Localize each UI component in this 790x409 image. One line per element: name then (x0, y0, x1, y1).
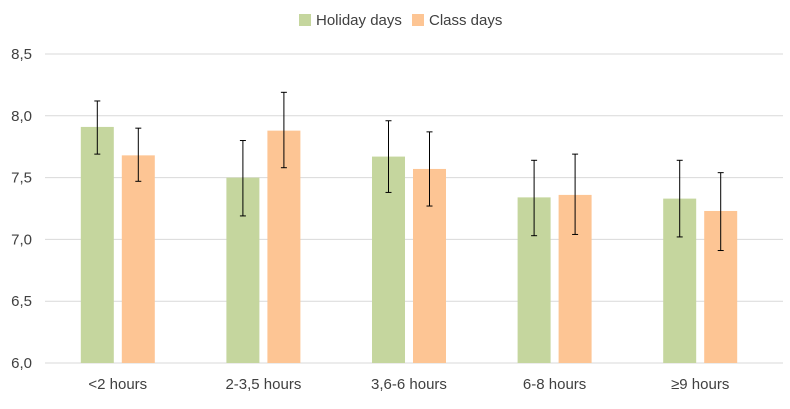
x-category-label: <2 hours (88, 376, 147, 393)
x-category-label: 3,6-6 hours (371, 376, 447, 393)
y-tick-label: 8,5 (11, 46, 32, 63)
x-category-label: 2-3,5 hours (225, 376, 301, 393)
legend-swatch (412, 14, 424, 26)
y-tick-label: 7,5 (11, 170, 32, 187)
y-tick-label: 6,5 (11, 293, 32, 310)
x-axis-categories: <2 hours 2-3,5 hours 3,6-6 hours 6-8 hours ≥… (88, 376, 729, 393)
x-category-label: 6-8 hours (523, 376, 586, 393)
legend-swatch (299, 14, 311, 26)
legend-item-holiday-days: Holiday days (299, 12, 402, 29)
legend: Holiday days Class days (299, 12, 502, 29)
legend-label: Class days (429, 12, 502, 29)
y-tick-label: 7,0 (11, 231, 32, 248)
bar-chart: 6,0 6,5 7,0 7,5 8,0 8,5 <2 hours 2-3,5 hours 3,… (0, 0, 790, 404)
chart-container: 6,0 6,5 7,0 7,5 8,0 8,5 <2 hours 2-3,5 hours 3,… (0, 0, 790, 404)
bars (81, 127, 737, 363)
x-category-label: ≥9 hours (671, 376, 729, 393)
y-tick-label: 6,0 (11, 355, 32, 372)
legend-item-class-days: Class days (412, 12, 502, 29)
y-axis-ticks: 6,0 6,5 7,0 7,5 8,0 8,5 (11, 46, 32, 372)
bar-holiday-0 (81, 127, 114, 363)
y-tick-label: 8,0 (11, 108, 32, 125)
bar-class-0 (122, 155, 155, 363)
legend-label: Holiday days (316, 12, 402, 29)
